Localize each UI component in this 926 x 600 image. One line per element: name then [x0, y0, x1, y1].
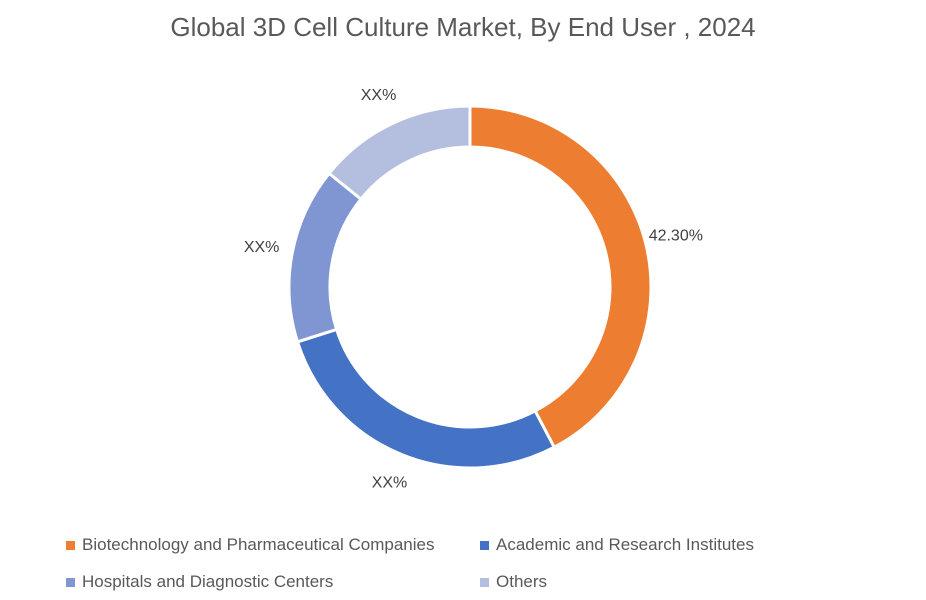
- data-label: XX%: [361, 87, 397, 104]
- data-label: XX%: [244, 239, 280, 256]
- legend-label: Others: [496, 572, 548, 591]
- legend-swatch: [66, 540, 75, 550]
- legend-item: Hospitals and Diagnostic Centers: [66, 572, 333, 592]
- legend-item: Others: [480, 572, 547, 592]
- legend-label: Biotechnology and Pharmaceutical Compani…: [82, 535, 435, 554]
- donut-slice: [295, 327, 557, 470]
- legend-swatch: [480, 577, 489, 587]
- legend-item: Biotechnology and Pharmaceutical Compani…: [66, 535, 434, 555]
- chart-title: Global 3D Cell Culture Market, By End Us…: [170, 12, 756, 42]
- data-label: XX%: [372, 474, 408, 491]
- donut-slice: [468, 104, 653, 450]
- donut-slice: [326, 104, 472, 202]
- legend-swatch: [480, 540, 489, 550]
- legend-label: Hospitals and Diagnostic Centers: [82, 572, 334, 591]
- donut-slice: [287, 171, 364, 344]
- legend-swatch: [66, 577, 75, 587]
- legend-label: Academic and Research Institutes: [496, 535, 754, 554]
- data-label: 42.30%: [649, 227, 703, 244]
- legend-item: Academic and Research Institutes: [480, 535, 754, 555]
